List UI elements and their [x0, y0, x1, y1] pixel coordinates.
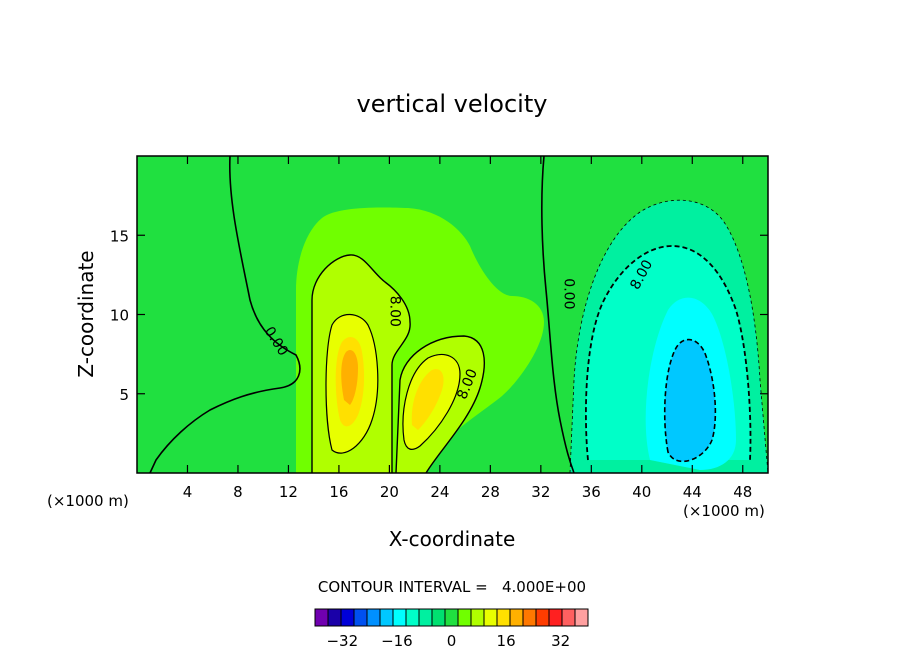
contour-line-negative-8: [585, 245, 752, 461]
colorbar-box: [353, 608, 368, 627]
colorbar-tick-label: 16: [497, 632, 516, 650]
colorbar-box: [379, 608, 394, 627]
colorbar-box: [509, 608, 524, 627]
chart-title: vertical velocity: [357, 90, 548, 118]
contour-line-negative-16: [663, 338, 717, 463]
colorbar-box: [574, 608, 589, 627]
colorbar-box: [561, 608, 576, 627]
x-tick-label: 44: [683, 483, 702, 501]
contour-line-positive-4b: [395, 335, 485, 473]
x-tick-label: 48: [733, 483, 752, 501]
colorbar-box: [535, 608, 550, 627]
y-axis-label: Z-coordinate: [74, 250, 98, 377]
colorbar-box: [405, 608, 420, 627]
colorbar-box: [457, 608, 472, 627]
colorbar-box: [431, 608, 446, 627]
y-tick-label: 15: [110, 227, 129, 245]
contour-line-zero-left: [149, 156, 301, 473]
colorbar-box: [392, 608, 407, 627]
colorbar-box: [496, 608, 511, 627]
x-unit-right: (×1000 m): [683, 502, 765, 520]
contour-field: 0.008.008.000.008.00: [137, 156, 768, 473]
colorbar-tick-label: −32: [326, 632, 358, 650]
x-tick-label: 20: [380, 483, 399, 501]
x-tick-label: 12: [279, 483, 298, 501]
colorbar-tick-label: −16: [381, 632, 413, 650]
colorbar-box: [548, 608, 563, 627]
contour-label: 8.00: [386, 296, 402, 327]
colorbar-tick-label: 0: [447, 632, 457, 650]
colorbar-tick-label: 32: [551, 632, 570, 650]
colorbar: −32 −16 0 16 32: [314, 608, 589, 650]
colorbar-box: [444, 608, 459, 627]
y-axis: 5 10 15: [110, 227, 768, 404]
colorbar-box: [366, 608, 381, 627]
x-unit-left: (×1000 m): [47, 492, 129, 510]
colorbar-box: [418, 608, 433, 627]
x-tick-label: 8: [233, 483, 243, 501]
contour-region-positive-16: [341, 349, 358, 405]
x-tick-label: 24: [430, 483, 449, 501]
contour-line-positive-8b: [402, 353, 461, 450]
y-tick-label: 10: [110, 307, 129, 325]
contour-line-positive-8: [325, 313, 379, 454]
x-tick-label: 16: [329, 483, 348, 501]
colorbar-box: [483, 608, 498, 627]
x-tick-label: 4: [183, 483, 193, 501]
colorbar-box: [470, 608, 485, 627]
contour-region-negative-16: [664, 339, 716, 462]
x-tick-label: 32: [531, 483, 550, 501]
colorbar-box: [522, 608, 537, 627]
x-tick-label: 28: [481, 483, 500, 501]
x-tick-label: 40: [632, 483, 651, 501]
contour-interval-text: CONTOUR INTERVAL = 4.000E+00: [318, 578, 586, 596]
contour-line-positive-4: [311, 254, 411, 473]
contour-line-negative-4: [569, 199, 768, 473]
x-axis-label: X-coordinate: [389, 527, 516, 551]
x-axis: 4 8 12 16 20 24 28 32 36 40 44 48: [183, 156, 752, 501]
contour-label: 0.00: [561, 278, 577, 309]
colorbar-box: [340, 608, 355, 627]
contour-line-zero-right: [541, 156, 575, 473]
y-tick-label: 5: [119, 386, 129, 404]
colorbar-box: [327, 608, 342, 627]
x-tick-label: 36: [582, 483, 601, 501]
contour-region-positive-12b: [411, 369, 444, 430]
colorbar-box: [314, 608, 329, 627]
